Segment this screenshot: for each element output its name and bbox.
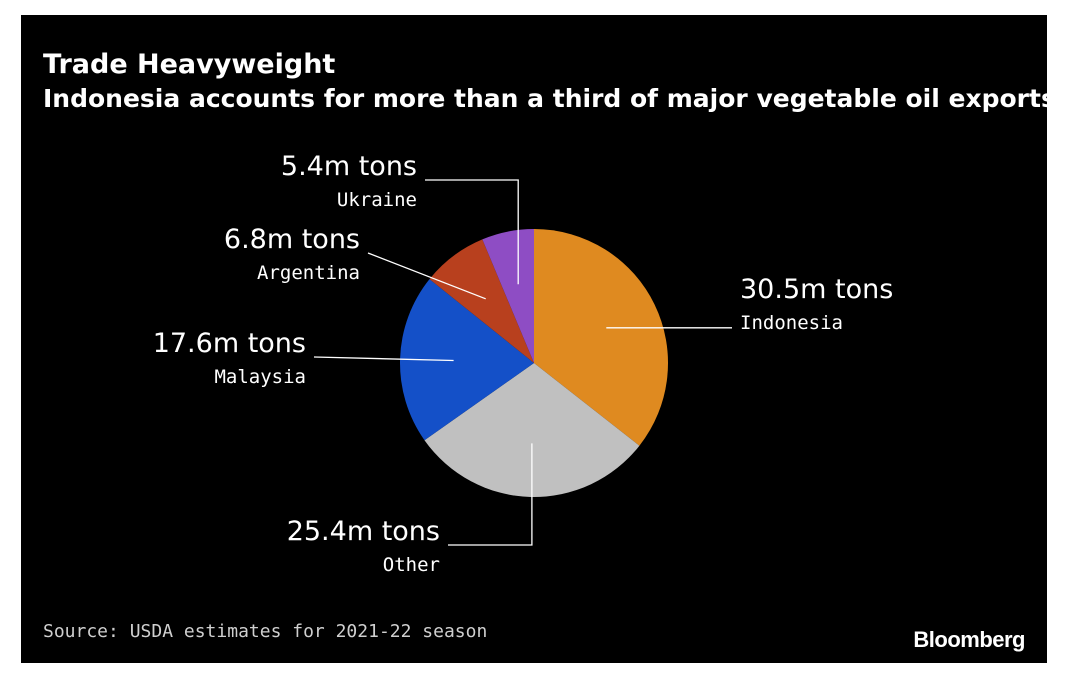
chart-subtitle: Indonesia accounts for more than a third… — [43, 84, 1047, 113]
bloomberg-logo: Bloomberg — [913, 627, 1025, 652]
category-label-other: Other — [383, 554, 440, 576]
value-label-indonesia: 30.5m tons — [740, 274, 893, 305]
value-label-other: 25.4m tons — [287, 516, 440, 547]
value-label-malaysia: 17.6m tons — [153, 328, 306, 359]
leader-line-ukraine — [425, 179, 519, 285]
pie-slice-ukraine — [482, 229, 534, 363]
value-label-ukraine: 5.4m tons — [281, 151, 417, 182]
pie-chart: 30.5m tons Indonesia 25.4m tons Other 17.6m … — [153, 151, 894, 576]
chart-card: Trade Heavyweight Indonesia accounts for… — [21, 15, 1047, 663]
pie-slice-argentina — [429, 239, 534, 363]
category-label-ukraine: Ukraine — [337, 189, 417, 211]
category-label-malaysia: Malaysia — [214, 366, 306, 388]
value-label-argentina: 6.8m tons — [224, 224, 360, 255]
category-label-indonesia: Indonesia — [740, 312, 843, 334]
pie-slice-malaysia — [399, 279, 534, 441]
leader-line-other — [448, 443, 533, 546]
pie-slice-indonesia — [534, 229, 668, 446]
leader-line-argentina — [367, 252, 486, 300]
source-note: Source: USDA estimates for 2021-22 seaso… — [43, 621, 488, 642]
chart-title: Trade Heavyweight — [43, 49, 336, 80]
pie-slice-other — [424, 363, 640, 497]
category-label-argentina: Argentina — [257, 262, 360, 284]
leader-line-malaysia — [313, 356, 454, 362]
